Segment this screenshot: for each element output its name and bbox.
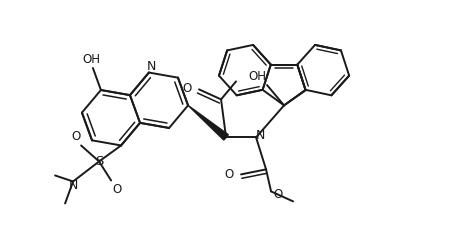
Text: O: O <box>225 168 234 181</box>
Text: O: O <box>183 82 192 95</box>
Polygon shape <box>188 105 228 140</box>
Text: O: O <box>112 183 122 196</box>
Text: OH: OH <box>82 52 100 66</box>
Text: N: N <box>147 60 157 73</box>
Text: O: O <box>72 130 80 143</box>
Text: N: N <box>256 129 265 142</box>
Text: S: S <box>95 155 103 168</box>
Text: O: O <box>273 188 283 201</box>
Text: N: N <box>68 179 78 192</box>
Text: OH: OH <box>248 70 266 83</box>
